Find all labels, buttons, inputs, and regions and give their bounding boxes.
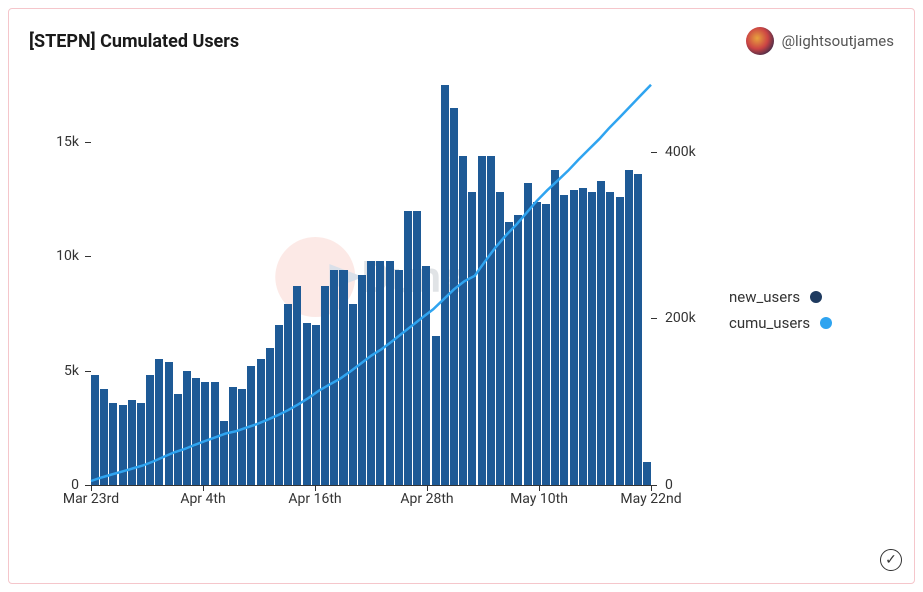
legend-swatch-icon bbox=[820, 317, 832, 329]
tick bbox=[651, 318, 657, 319]
x-tick-label: Mar 23rd bbox=[63, 491, 119, 507]
legend-item-new-users[interactable]: new_users bbox=[729, 288, 832, 306]
tick bbox=[651, 152, 657, 153]
y-left-tick-label: 15k bbox=[56, 134, 79, 150]
tick bbox=[203, 485, 204, 491]
chart-body: 05k10k15k 0200k400k Dune Mar 23rdApr 4th… bbox=[29, 75, 894, 545]
chart-area: 05k10k15k 0200k400k Dune Mar 23rdApr 4th… bbox=[29, 75, 679, 545]
tick bbox=[85, 256, 91, 257]
legend-label: new_users bbox=[729, 288, 800, 306]
y-right-tick-label: 200k bbox=[665, 310, 696, 326]
username-label: @lightsoutjames bbox=[782, 32, 894, 50]
card-header: [STEPN] Cumulated Users @lightsoutjames bbox=[29, 27, 894, 55]
tick bbox=[315, 485, 316, 491]
y-axis-left: 05k10k15k bbox=[29, 85, 87, 485]
chart-card: [STEPN] Cumulated Users @lightsoutjames … bbox=[8, 8, 915, 584]
y-right-tick-label: 400k bbox=[665, 144, 696, 160]
x-tick-label: May 22nd bbox=[620, 491, 681, 507]
tick bbox=[427, 485, 428, 491]
legend-swatch-icon bbox=[810, 291, 822, 303]
plot-area: Dune bbox=[91, 85, 651, 485]
tick bbox=[651, 485, 652, 491]
avatar-icon bbox=[746, 27, 774, 55]
legend: new_users cumu_users bbox=[729, 75, 832, 545]
verified-check-icon[interactable]: ✓ bbox=[880, 549, 902, 571]
y-left-tick-label: 10k bbox=[56, 248, 79, 264]
x-axis: Mar 23rdApr 4thApr 16thApr 28thMay 10thM… bbox=[91, 487, 651, 517]
x-tick-label: Apr 28th bbox=[400, 491, 453, 507]
x-tick-label: May 10th bbox=[510, 491, 568, 507]
x-tick-label: Apr 4th bbox=[180, 491, 225, 507]
y-axis-right: 0200k400k bbox=[657, 85, 712, 485]
author-block[interactable]: @lightsoutjames bbox=[746, 27, 894, 55]
tick bbox=[91, 485, 92, 491]
chart-title: [STEPN] Cumulated Users bbox=[29, 31, 239, 52]
legend-item-cumu-users[interactable]: cumu_users bbox=[729, 314, 832, 332]
y-left-tick-label: 5k bbox=[64, 363, 79, 379]
tick bbox=[85, 142, 91, 143]
tick bbox=[539, 485, 540, 491]
legend-label: cumu_users bbox=[729, 314, 810, 332]
cumu-line[interactable] bbox=[91, 85, 651, 481]
tick bbox=[85, 371, 91, 372]
x-tick-label: Apr 16th bbox=[288, 491, 341, 507]
line-overlay bbox=[91, 85, 651, 485]
x-axis-line bbox=[91, 485, 651, 486]
